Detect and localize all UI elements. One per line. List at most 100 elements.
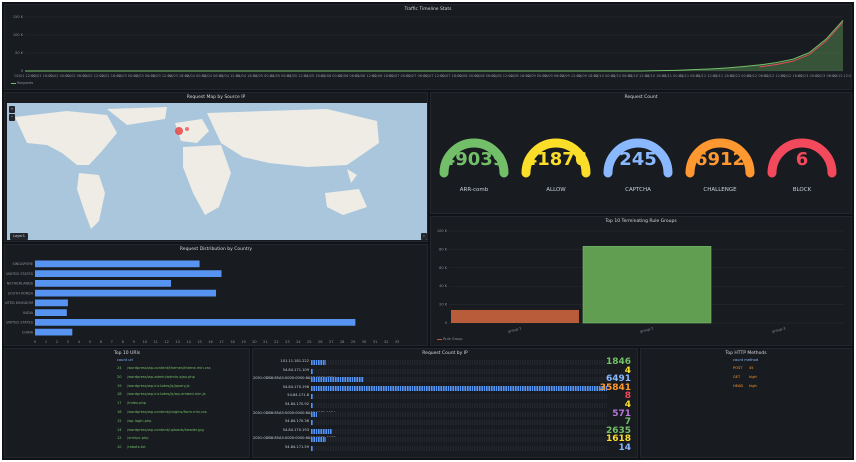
chart-legend: Rule Group xyxy=(437,337,463,341)
method-name: HEAD xyxy=(733,383,744,388)
request-count-panel: Request Count 49039 ARR-comb 41876 ALLOW 245… xyxy=(430,92,852,214)
gauge-challenge: 6912 CHALLENGE xyxy=(681,111,759,211)
y-tick-label: 80 K xyxy=(439,247,448,251)
ip-count-value: 2635 xyxy=(605,425,631,436)
ip-count-value: 8 xyxy=(624,391,631,402)
world-map[interactable] xyxy=(7,103,427,240)
x-tick-label: 02/01 18:00 xyxy=(31,74,52,78)
gauge-ring xyxy=(685,138,755,178)
x-tick-label: group-3 xyxy=(772,326,786,333)
gauge-value: 41876 xyxy=(524,149,588,170)
ip-bar-track xyxy=(311,368,607,374)
table-row[interactable]: 15/wp-login.php xyxy=(5,419,249,426)
table-row[interactable]: 17/index.php xyxy=(5,401,249,408)
category-label: SOUTH KOREA xyxy=(8,291,34,295)
x-tick-label: 02/07 18:00 xyxy=(440,74,461,78)
x-tick-label: 29 xyxy=(351,340,355,344)
table-row[interactable]: 20/wordpress/wp-admin/admin-ajax.php xyxy=(5,375,249,382)
x-tick-label: 02/07 00:00 xyxy=(389,74,410,78)
bar xyxy=(35,309,67,316)
x-tick-label: 02/05 12:00 xyxy=(287,74,308,78)
x-tick-label: 02/06 12:00 xyxy=(355,74,376,78)
x-tick-label: 26 xyxy=(318,340,322,344)
table-row[interactable]: HEAD high xyxy=(641,384,851,391)
uri-count: 12 xyxy=(117,436,122,441)
gauge-arc xyxy=(767,138,837,178)
x-tick-label: 02/04 00:00 xyxy=(185,74,206,78)
ip-bar-fill xyxy=(311,368,313,374)
x-tick-label: 02/02 12:00 xyxy=(83,74,104,78)
ip-label: 54.84.170.36 xyxy=(284,419,309,424)
x-tick-label: 02/09 06:00 xyxy=(543,74,564,78)
legend-label: Rule Group xyxy=(443,337,463,341)
traffic-timeline-panel: Traffic Timeline Stats 150 K 100 K 50 K 0 02… xyxy=(4,4,852,90)
uri-path: /robots.txt xyxy=(127,445,146,450)
gauge-block: 6 BLOCK xyxy=(763,111,841,211)
ip-count-value: 6491 xyxy=(605,374,631,385)
gauge-captcha: 245 CAPTCHA xyxy=(599,111,677,211)
x-tick-label: 02/10 06:00 xyxy=(611,74,632,78)
bar xyxy=(35,319,356,326)
ip-bar-fill xyxy=(311,394,313,400)
x-tick-label: 02/06 00:00 xyxy=(321,74,342,78)
map-marker[interactable] xyxy=(185,127,189,131)
layer-button[interactable]: Layer1 xyxy=(10,233,28,240)
x-tick-label: 25 xyxy=(307,340,311,344)
legend-label: Requests xyxy=(17,81,34,85)
ip-bar-fill xyxy=(311,420,313,426)
map-info-icon[interactable]: i xyxy=(421,233,427,240)
table-row[interactable]: 16/wordpress/wp-content/plugins/form.min… xyxy=(5,410,249,417)
x-tick-label: 32 xyxy=(384,340,388,344)
x-tick-label: 27 xyxy=(329,340,333,344)
x-tick-label: 02/11 12:00 xyxy=(696,74,717,78)
x-tick-label: 02/03 12:00 xyxy=(151,74,172,78)
method-name: POST xyxy=(733,366,743,370)
x-tick-label: 02/06 18:00 xyxy=(372,74,393,78)
ip-bar-track xyxy=(311,403,607,408)
x-tick-label: 02/04 06:00 xyxy=(202,74,223,78)
gauge-label: BLOCK xyxy=(792,187,812,193)
x-tick-label: 24 xyxy=(296,340,301,344)
uri-count: 20 xyxy=(117,374,122,379)
table-row[interactable]: POST 45 xyxy=(641,366,851,373)
panel-title: Top 10 URIs xyxy=(113,351,141,356)
x-tick-label: 21 xyxy=(263,340,267,344)
panel-title: Top HTTP Methods xyxy=(725,351,767,356)
table-row[interactable]: 14/wordpress/wp-content/uploads/header.j… xyxy=(5,428,249,435)
http-methods-panel: Top HTTP Methods count method POST 45 GET h… xyxy=(640,348,852,458)
x-tick-label: 02/03 18:00 xyxy=(168,74,189,78)
zoom-in-button[interactable]: + xyxy=(9,106,15,113)
ip-count-value: 35841 xyxy=(599,382,631,393)
table-row[interactable]: GET high xyxy=(641,375,851,382)
x-tick-label: 02/03 06:00 xyxy=(134,74,155,78)
x-tick-label: 02/13 00:00 xyxy=(798,74,819,78)
ip-bar-fill xyxy=(311,377,365,383)
y-tick-label: 150 K xyxy=(13,15,24,19)
ip-count-value: 7 xyxy=(624,417,631,428)
x-tick-label: 02/05 18:00 xyxy=(304,74,325,78)
x-tick-label: 02/09 00:00 xyxy=(526,74,547,78)
ip-label: 54.84.171.109 xyxy=(282,367,309,372)
map-marker[interactable] xyxy=(175,127,183,135)
ip-bar-track xyxy=(311,411,607,417)
table-row[interactable]: 10/robots.txt xyxy=(5,445,249,452)
uri-count: 15 xyxy=(117,418,122,423)
ip-count-value: 4 xyxy=(624,400,631,410)
y-tick-label: 0 xyxy=(21,69,23,73)
uri-path: /wordpress/wp-admin/admin-ajax.php xyxy=(127,374,195,379)
table-row[interactable]: 18/wordpress/wp-includes/js/wp-embed.min… xyxy=(5,392,249,399)
rule-groups-panel: Top 10 Terminating Rule Groups 100 K 80 K… xyxy=(430,216,852,346)
request-map-panel: Request Map by Source IP + − Layer1 i xyxy=(4,92,428,242)
bar xyxy=(35,260,200,268)
y-tick-label: 20 K xyxy=(439,303,448,307)
x-tick-label: 33 xyxy=(395,340,399,344)
zoom-out-button[interactable]: − xyxy=(9,114,15,121)
x-tick-label: 1 xyxy=(45,340,47,344)
gauge-ring xyxy=(603,138,673,178)
table-row[interactable]: 19/wordpress/wp-includes/js/jquery.js xyxy=(5,384,249,391)
table-row[interactable]: 12/xmlrpc.php xyxy=(5,436,249,443)
gauge-label: ALLOW xyxy=(546,187,566,193)
category-label: CHINA xyxy=(22,330,34,334)
table-row[interactable]: 24/wordpress/wp-content/themes/theme.min… xyxy=(5,366,249,373)
